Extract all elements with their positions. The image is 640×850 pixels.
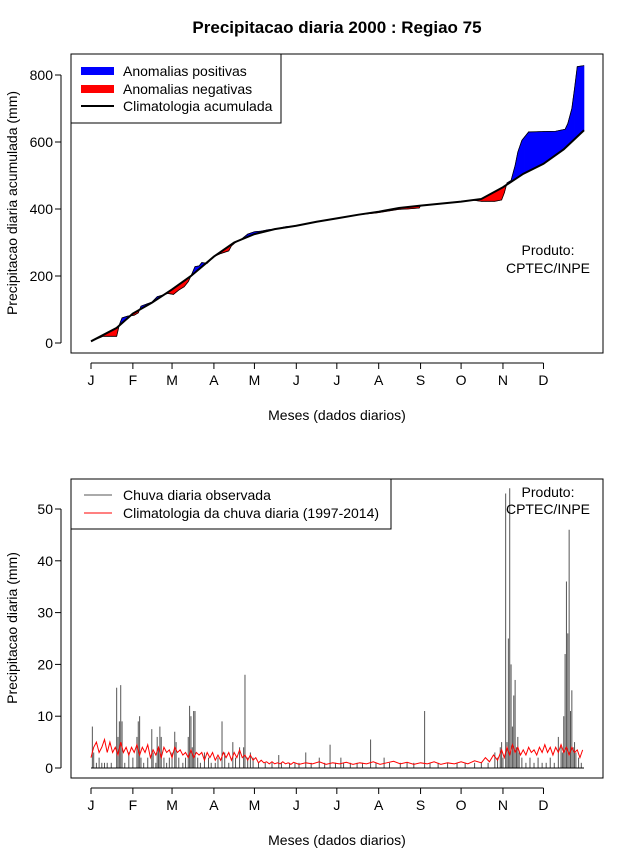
x-tick-label: J [88,372,95,388]
axes: J F M A M J J A S O N D 0 10 20 30 40 50 [37,501,548,813]
y-tick-label: 30 [37,605,53,621]
daily-climatology [90,737,584,765]
legend-box [70,478,392,530]
y-tick-label: 600 [30,134,54,150]
x-tick-label: D [538,797,548,813]
figure-title: Precipitacao diaria 2000 : Regiao 75 [192,18,481,37]
x-tick-label: N [498,372,508,388]
product-label-1: Produto: [522,242,575,258]
x-tick-label: J [333,797,340,813]
daily-chart: J F M A M J J A S O N D 0 10 20 30 40 50 Meses (dados dia… [4,478,604,848]
axes: J F M A M J J A S O N D 0 200 400 600 800 [30,67,549,388]
legend-label-observed: Chuva diaria observada [123,487,271,503]
x-tick-label: J [293,797,300,813]
positive-anomaly-segment [582,65,585,133]
y-axis-label: Precipitacao diaria (mm) [4,552,20,704]
x-tick-label: J [293,372,300,388]
legend-label-positive: Anomalias positivas [123,63,247,79]
product-label-2: CPTEC/INPE [506,260,590,276]
x-tick-label: J [88,797,95,813]
daily-climatology-line [90,737,584,765]
cumulative-lines [90,65,585,343]
x-tick-label: F [129,797,138,813]
x-tick-label: O [456,797,467,813]
x-tick-label: S [416,797,425,813]
y-tick-label: 400 [30,201,54,217]
x-tick-label: A [209,372,219,388]
x-tick-label: M [249,797,261,813]
y-tick-label: 200 [30,268,54,284]
x-tick-label: M [166,797,178,813]
x-tick-label: F [129,372,138,388]
x-tick-label: O [456,372,467,388]
legend-label-clim-daily: Climatologia da chuva diaria (1997-2014) [123,505,379,521]
x-tick-label: A [209,797,219,813]
y-axis-label: Precipitacao diaria acumulada (mm) [4,91,20,315]
cumulative-chart: J F M A M J J A S O N D 0 200 400 600 800 Meses (dados d… [4,53,604,423]
x-axis-label: Meses (dados diarios) [268,407,406,423]
observed-cumulative-line [90,65,585,342]
x-tick-label: A [374,372,384,388]
y-tick-label: 10 [37,708,53,724]
y-tick-label: 0 [45,760,53,776]
x-tick-label: S [416,372,425,388]
x-tick-label: A [374,797,384,813]
y-tick-label: 0 [45,335,53,351]
x-tick-label: D [538,372,548,388]
legend: Chuva diaria observada Climatologia da c… [70,478,392,530]
y-tick-label: 800 [30,67,54,83]
y-tick-label: 50 [37,501,53,517]
x-axis-label: Meses (dados diarios) [268,832,406,848]
x-tick-label: M [249,372,261,388]
y-tick-label: 40 [37,553,53,569]
product-label-1: Produto: [522,484,575,500]
x-tick-label: J [333,372,340,388]
legend: Anomalias positivas Anomalias negativas … [70,53,282,124]
product-label-2: CPTEC/INPE [506,501,590,517]
climatology-cumulative-line [90,129,585,343]
daily-bars [91,488,584,769]
plot-frame [70,53,604,354]
y-tick-label: 20 [37,656,53,672]
legend-label-climatology: Climatologia acumulada [123,98,273,114]
x-tick-label: N [498,797,508,813]
x-tick-label: M [166,372,178,388]
legend-label-negative: Anomalias negativas [123,81,252,97]
